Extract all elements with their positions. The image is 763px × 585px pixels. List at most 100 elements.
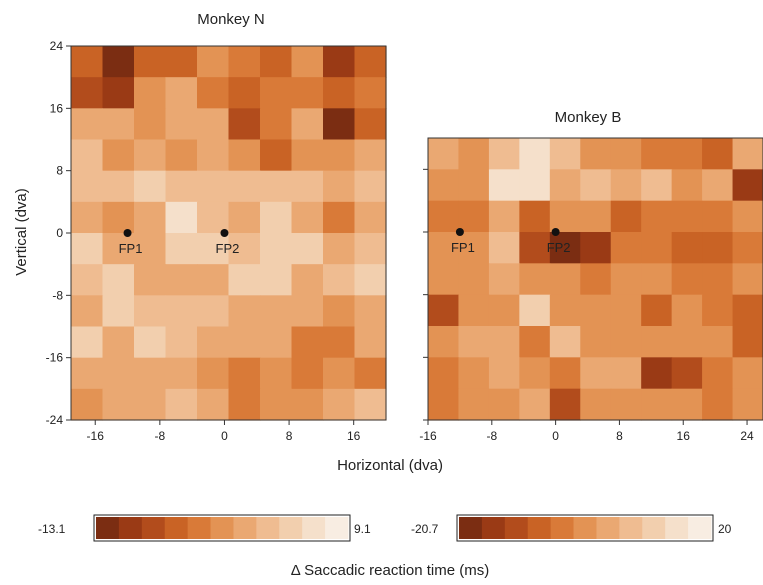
heatmap-cell xyxy=(519,200,551,233)
heatmap-cell xyxy=(260,139,293,172)
colorbar-monkey-n: -13.1 9.1 xyxy=(38,514,371,542)
heatmap-cell xyxy=(610,232,642,264)
colorbar-min-label-monkey-b: -20.7 xyxy=(411,522,439,536)
heatmap-cell xyxy=(197,77,230,109)
heatmap-cell xyxy=(102,77,135,109)
heatmap-cell xyxy=(291,388,324,421)
heatmap-cell xyxy=(134,388,167,421)
heatmap-cell xyxy=(165,77,198,109)
heatmap-cell xyxy=(71,108,104,141)
colorbar-swatch xyxy=(210,517,234,539)
heatmap-cell xyxy=(165,357,198,390)
heatmap-cell xyxy=(260,170,293,203)
heatmap-cell xyxy=(580,200,612,233)
heatmap-cell xyxy=(323,108,356,141)
colorbar-title: Δ Saccadic reaction time (ms) xyxy=(291,562,489,579)
colorbar-swatch xyxy=(279,517,303,539)
heatmap-cell xyxy=(549,294,581,327)
heatmap-cell xyxy=(354,139,387,172)
heatmap-cell xyxy=(165,201,198,234)
heatmap-cell xyxy=(134,233,167,265)
heatmap-cell xyxy=(428,232,460,264)
marker-fp1-monkey-b xyxy=(455,228,464,236)
heatmap-cell xyxy=(71,388,104,421)
heatmap-cell xyxy=(458,138,490,170)
heatmap-cell xyxy=(671,263,703,296)
marker-label-fp2-monkey-b: FP2 xyxy=(547,240,571,255)
heatmap-cell xyxy=(197,170,230,203)
heatmap-cell xyxy=(228,170,261,203)
y-tick-label: 24 xyxy=(50,39,64,53)
colorbar-swatch xyxy=(550,517,574,539)
heatmap-cell xyxy=(71,326,104,359)
heatmap-cell xyxy=(165,264,198,296)
heatmap-monkey-n: Monkey N -16 -8 0 8 16 -24 -16 -8 0 8 16 24 FP1 FP… xyxy=(46,11,387,443)
plot-frame-monkey-b xyxy=(427,137,763,421)
heatmap-cell xyxy=(134,295,167,328)
fixation-markers-monkey-n: FP1 FP2 xyxy=(119,229,239,256)
heatmap-cell xyxy=(71,264,104,296)
heatmap-cell xyxy=(228,326,261,359)
heatmap-cell xyxy=(102,388,135,421)
fixation-markers-monkey-b: FP1 FP2 xyxy=(451,228,571,255)
heatmap-cell xyxy=(458,169,490,202)
colorbar-swatch xyxy=(118,517,143,539)
heatmap-cell xyxy=(354,77,387,109)
heatmap-cell xyxy=(165,108,198,141)
heatmap-cell xyxy=(134,357,167,390)
heatmap-cell xyxy=(102,264,135,296)
heatmap-cell xyxy=(354,46,387,78)
heatmap-cell xyxy=(519,326,551,358)
heatmap-cell xyxy=(549,169,581,202)
heatmap-cell xyxy=(488,294,520,327)
y-tick-label: -8 xyxy=(52,288,63,302)
heatmap-cell xyxy=(732,200,763,233)
heatmap-cell xyxy=(260,46,293,78)
heatmap-cell xyxy=(458,200,490,233)
x-tick-label: -16 xyxy=(419,429,437,443)
x-axis-ticks-monkey-n: -16 -8 0 8 16 xyxy=(87,420,361,443)
heatmap-cell xyxy=(291,46,324,78)
heatmap-cell xyxy=(580,294,612,327)
heatmap-cell xyxy=(354,264,387,296)
heatmap-cell xyxy=(354,388,387,421)
heatmap-cell xyxy=(197,326,230,359)
colorbar-swatches-monkey-n xyxy=(96,517,349,539)
heatmap-cell xyxy=(580,388,612,421)
heatmap-cell xyxy=(671,138,703,170)
heatmap-cell xyxy=(458,357,490,390)
colorbar-swatch xyxy=(233,517,257,539)
x-tick-label: 16 xyxy=(347,429,361,443)
heatmap-cell xyxy=(488,232,520,264)
heatmap-cell xyxy=(732,138,763,170)
heatmap-cell xyxy=(260,233,293,265)
heatmap-cell xyxy=(641,263,673,296)
heatmap-cell xyxy=(323,295,356,328)
heatmap-cell xyxy=(165,388,198,421)
heatmap-cell xyxy=(228,108,261,141)
heatmap-cell xyxy=(702,200,734,233)
heatmap-cell xyxy=(228,201,261,234)
heatmap-cell xyxy=(702,169,734,202)
heatmap-cell xyxy=(197,357,230,390)
heatmap-cell xyxy=(488,138,520,170)
heatmap-cell xyxy=(519,294,551,327)
heatmap-cell xyxy=(488,326,520,358)
heatmap-cell xyxy=(291,233,324,265)
x-axis-ticks-monkey-b: -16 -8 0 8 16 24 xyxy=(419,420,754,443)
colorbar-swatch xyxy=(642,517,666,539)
colorbar-swatch xyxy=(302,517,326,539)
heatmap-cell xyxy=(102,139,135,172)
heatmap-cell xyxy=(580,169,612,202)
heatmap-cell xyxy=(134,77,167,109)
heatmap-cell xyxy=(610,138,642,170)
heatmap-cell xyxy=(260,201,293,234)
heatmap-cell xyxy=(323,233,356,265)
heatmap-cell xyxy=(134,139,167,172)
heatmap-cell xyxy=(641,326,673,358)
heatmap-cell xyxy=(228,77,261,109)
heatmap-cell xyxy=(671,294,703,327)
heatmap-cell xyxy=(732,388,763,421)
heatmap-cell xyxy=(549,232,581,264)
heatmap-cell xyxy=(134,170,167,203)
